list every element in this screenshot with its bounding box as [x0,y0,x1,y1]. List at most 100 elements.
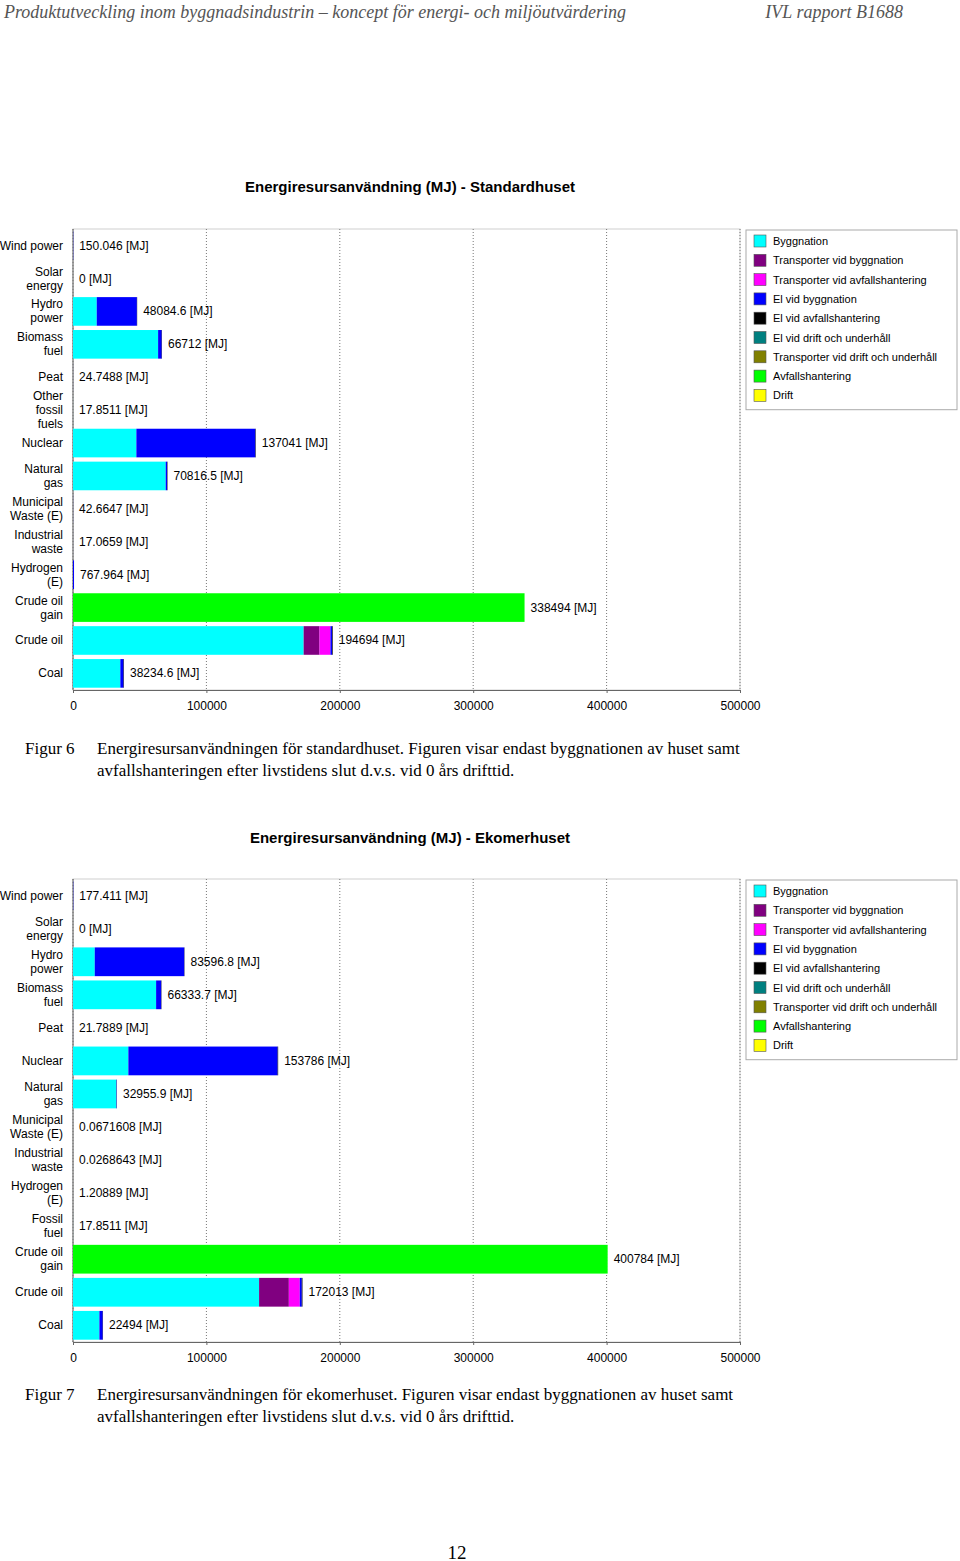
bar-segment [73,429,136,458]
bar-segment [255,429,256,458]
bar-segment [73,1014,74,1043]
bar-segment [73,495,74,524]
tick-mark [340,690,341,693]
bar-segment [73,1146,74,1175]
legend-swatch [754,982,766,994]
bar-segment [332,626,334,655]
total-label: 83596.8 [MJ] [191,955,260,969]
bar-segment [73,1014,74,1043]
tick-mark [740,690,741,693]
tick-label: 0 [70,699,77,713]
total-label: 153786 [MJ] [284,1054,350,1068]
tick-label: 0 [70,1351,77,1365]
bar-segment [73,1179,74,1208]
bar-segment [73,1014,74,1043]
grid-line [606,229,607,690]
bar-segment [73,264,74,293]
bar-segment [73,1014,74,1043]
total-label: 177.411 [MJ] [79,889,147,903]
bar-segment [167,462,168,491]
chart-title: Energiresursanvändning (MJ) - Ekomerhuse… [250,829,570,846]
legend-swatch [754,885,766,897]
bar-segment [156,980,161,1009]
bar-segment [73,914,74,943]
bar-segment [73,1014,74,1043]
category-label: Coal [38,666,63,680]
bar-segment [73,1179,74,1208]
bar-segment [73,881,74,910]
axis-line [74,1343,741,1346]
bar-segment [73,1146,74,1175]
tick-mark [473,1342,474,1345]
tick-label: 500000 [720,1351,760,1365]
bar-segment [73,1179,74,1208]
category-label: Crude oilgain [15,594,63,622]
legend-swatch [754,312,766,324]
legend-swatch [754,962,766,974]
total-label: 150.046 [MJ] [79,239,148,253]
tick-mark [340,1342,341,1345]
bar-segment [73,297,97,326]
bar-segment [73,264,74,293]
bar-segment [73,1146,74,1175]
bar-segment [73,527,74,556]
category-label: Peat [38,1021,63,1035]
total-label: 38234.6 [MJ] [130,666,199,680]
bar-segment [73,1212,74,1241]
bar-segment [73,363,74,392]
legend-label: El vid avfallshantering [773,962,880,974]
bar-segment [116,1080,117,1109]
bar-segment [278,1047,279,1076]
total-label: 17.8511 [MJ] [79,1219,147,1233]
bar-segment [73,560,74,589]
bar-segment [73,330,158,359]
bar-segment [161,980,162,1009]
legend-swatch [754,254,766,266]
bar-segment [124,659,125,688]
bar-segment [73,264,74,293]
bar-segment [184,947,185,976]
bar-segment [73,264,74,293]
tick-label: 100000 [187,699,227,713]
axis-line [74,691,741,694]
total-label: 17.0659 [MJ] [79,535,148,549]
category-label: Biomassfuel [17,981,63,1009]
bar-segment [73,1146,74,1175]
legend-swatch [754,274,766,286]
header-right: IVL rapport B1688 [764,2,903,22]
legend-label: Transporter vid byggnation [773,254,903,266]
total-label: 48084.6 [MJ] [143,304,212,318]
category-label: Industrialwaste [14,1146,63,1174]
total-label: 338494 [MJ] [531,601,597,615]
bar-segment [73,264,74,293]
bar-segment [73,1146,74,1175]
bar-segment [73,396,74,425]
legend-swatch [754,293,766,305]
caption-label: Figur 6 [25,739,75,758]
bar-segment [73,1146,74,1175]
bar-segment [73,527,74,556]
bar-segment [74,560,75,589]
category-label: Coal [38,1318,63,1332]
bar-segment [255,429,256,458]
bar-segment [255,429,256,458]
tick-mark [473,690,474,693]
bar-segment [184,947,185,976]
tick-mark [607,1342,608,1345]
bar-segment [73,1212,74,1241]
category-labels: Wind powerSolarenergyHydropowerBiomassfu… [0,889,64,1333]
grid-line [740,879,741,1342]
header-left: Produktutveckling inom byggnadsindustrin… [3,2,626,22]
bar-segment [73,1245,608,1274]
legend-label: Avfallshantering [773,1020,851,1032]
bar-segment [73,1212,74,1241]
bar-segment [73,527,74,556]
bar-segment [137,297,138,326]
bar-segment [161,980,162,1009]
bar-segment [158,330,162,359]
total-label: 70816.5 [MJ] [173,469,242,483]
category-label: Biomassfuel [17,330,63,358]
category-label: Otherfossilfuels [33,389,63,431]
bars [73,231,525,687]
bar-segment [73,396,74,425]
